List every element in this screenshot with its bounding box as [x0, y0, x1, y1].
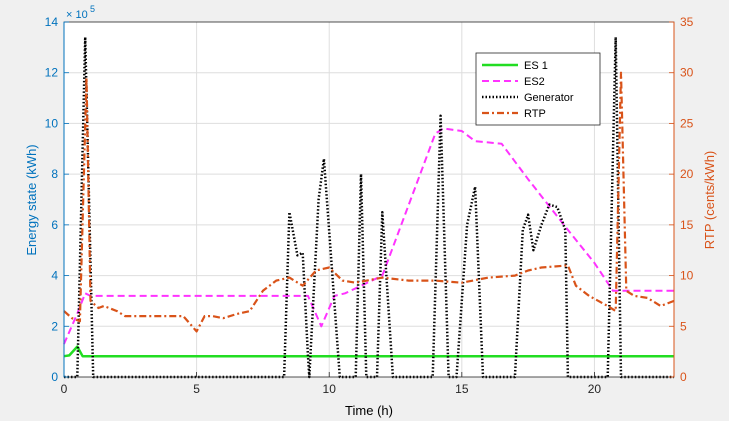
x-axis-label: Time (h)	[345, 403, 393, 418]
axes: 0 5 10 15 20 0 2 4 6 8 10 12 14 0 5 10 15 20 25 30 35	[45, 15, 694, 396]
y-right-tick-label: 5	[680, 319, 687, 333]
y-right-tick-label: 20	[680, 167, 694, 181]
series-line-es1	[63, 345, 674, 358]
x-tick-label: 10	[323, 382, 337, 396]
y-axis-label-left: Energy state (kWh)	[24, 144, 39, 255]
y-left-tick-label: 2	[51, 319, 58, 333]
series-line-es2	[63, 127, 674, 345]
y-right-tick-label: 35	[680, 15, 694, 29]
y-left-tick-label: 6	[51, 218, 58, 232]
y-right-tick-label: 0	[680, 370, 687, 384]
x-tick-label: 5	[193, 382, 200, 396]
y-left-tick-label: 12	[45, 66, 59, 80]
y-right-tick-label: 15	[680, 218, 694, 232]
y-right-tick-label: 10	[680, 269, 694, 283]
x-tick-label: 0	[61, 382, 68, 396]
legend-label-rtp: RTP	[524, 108, 546, 120]
y-axis-exponent: × 10	[66, 9, 88, 21]
legend-label-generator: Generator	[524, 92, 574, 104]
y-left-tick-label: 14	[45, 15, 59, 29]
chart-legend: ES 1 ES2 Generator RTP	[475, 52, 601, 126]
y-left-tick-label: 10	[45, 116, 59, 130]
series-line-rtp	[63, 71, 675, 333]
legend-label-es2: ES2	[524, 76, 545, 88]
series-layer	[63, 35, 675, 379]
y-axis-exponent-power: 5	[90, 4, 95, 14]
y-right-tick-label: 25	[680, 116, 694, 130]
x-tick-label: 20	[588, 382, 602, 396]
y-left-tick-label: 8	[51, 167, 58, 181]
y-right-tick-label: 30	[680, 66, 694, 80]
y-left-tick-label: 0	[51, 370, 58, 384]
y-axis-label-right: RTP (cents/kWh)	[702, 151, 717, 249]
y-left-tick-label: 4	[51, 269, 58, 283]
legend-label-es1: ES 1	[524, 60, 548, 72]
x-tick-label: 15	[455, 382, 469, 396]
